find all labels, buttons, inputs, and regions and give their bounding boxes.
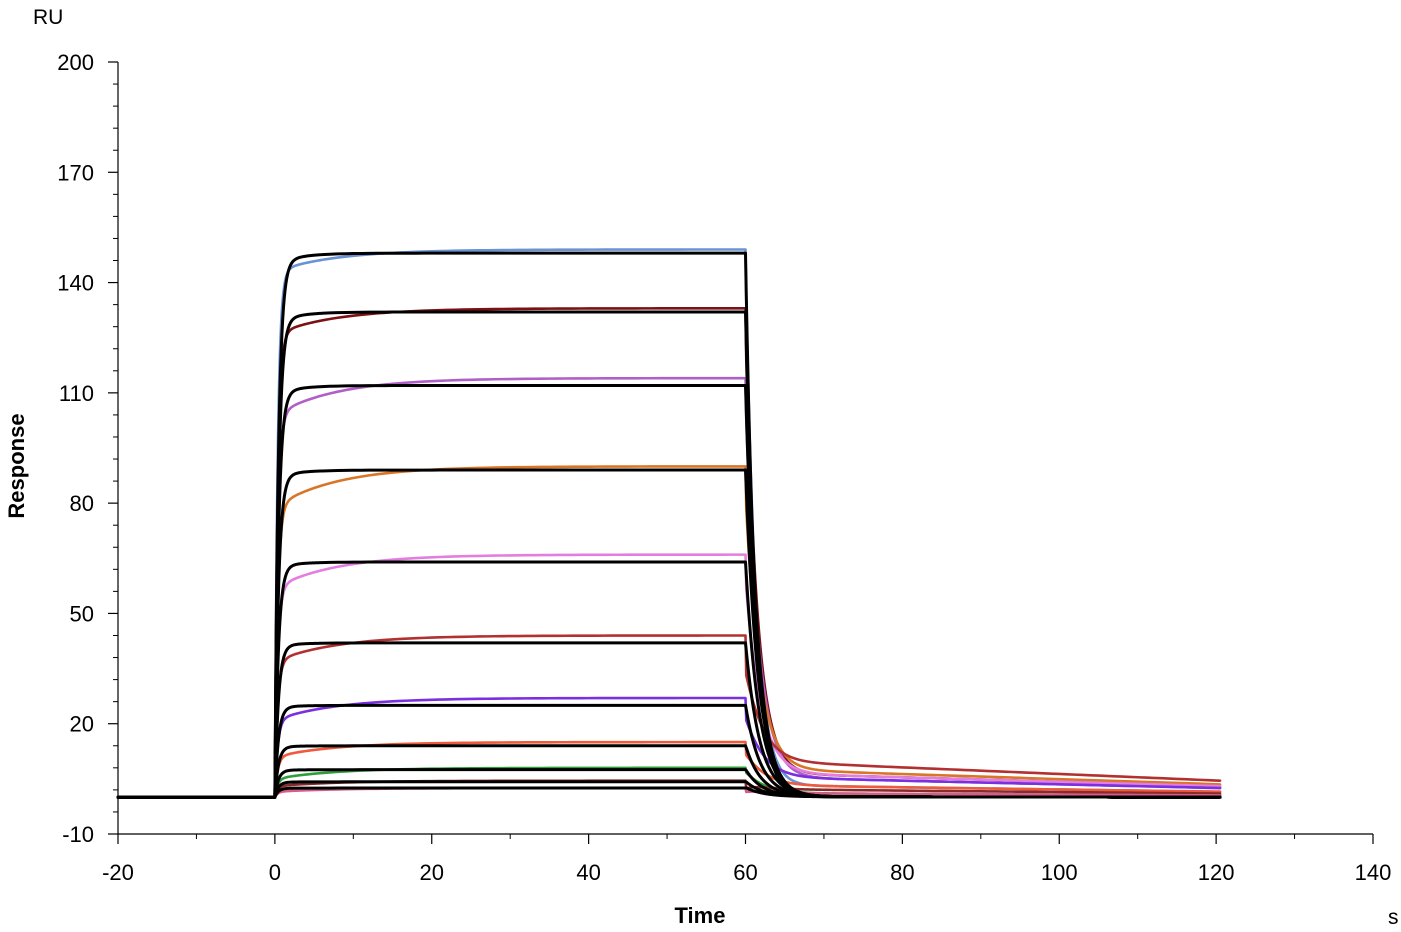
y-tick-label: 80 — [70, 491, 94, 516]
x-tick-label: 80 — [890, 860, 914, 885]
fit-curve-4 — [116, 468, 1222, 799]
x-axis-title: Time — [675, 903, 726, 928]
y-tick-label: 110 — [59, 381, 94, 406]
x-tick-label: 100 — [1041, 860, 1078, 885]
x-tick-label: -20 — [102, 860, 134, 885]
y-tick-label: 140 — [57, 271, 94, 296]
x-unit-label: s — [1388, 906, 1399, 929]
y-tick-label: 20 — [70, 712, 94, 737]
x-tick-label: 120 — [1198, 860, 1235, 885]
y-unit-label: RU — [33, 6, 63, 29]
y-tick-label: 50 — [70, 601, 94, 626]
fit-curves — [116, 251, 1222, 799]
x-axis-ticks: -20 0 20 40 60 80 100 120 140 — [102, 834, 1391, 885]
x-tick-label: 0 — [269, 860, 281, 885]
fit-curve-11 — [116, 786, 1222, 799]
fit-curve-5 — [116, 560, 1222, 799]
y-axis-ticks: -10 20 50 80 110 140 170 200 — [57, 50, 118, 847]
x-tick-label: 40 — [576, 860, 600, 885]
y-tick-label: 200 — [57, 50, 94, 75]
y-tick-label: 170 — [57, 160, 94, 185]
x-tick-label: 60 — [733, 860, 757, 885]
y-axis-title: Response — [4, 413, 29, 518]
x-tick-label: 140 — [1355, 860, 1392, 885]
x-tick-label: 20 — [420, 860, 444, 885]
y-tick-label: -10 — [62, 822, 94, 847]
data-trace-8 — [116, 740, 1222, 799]
